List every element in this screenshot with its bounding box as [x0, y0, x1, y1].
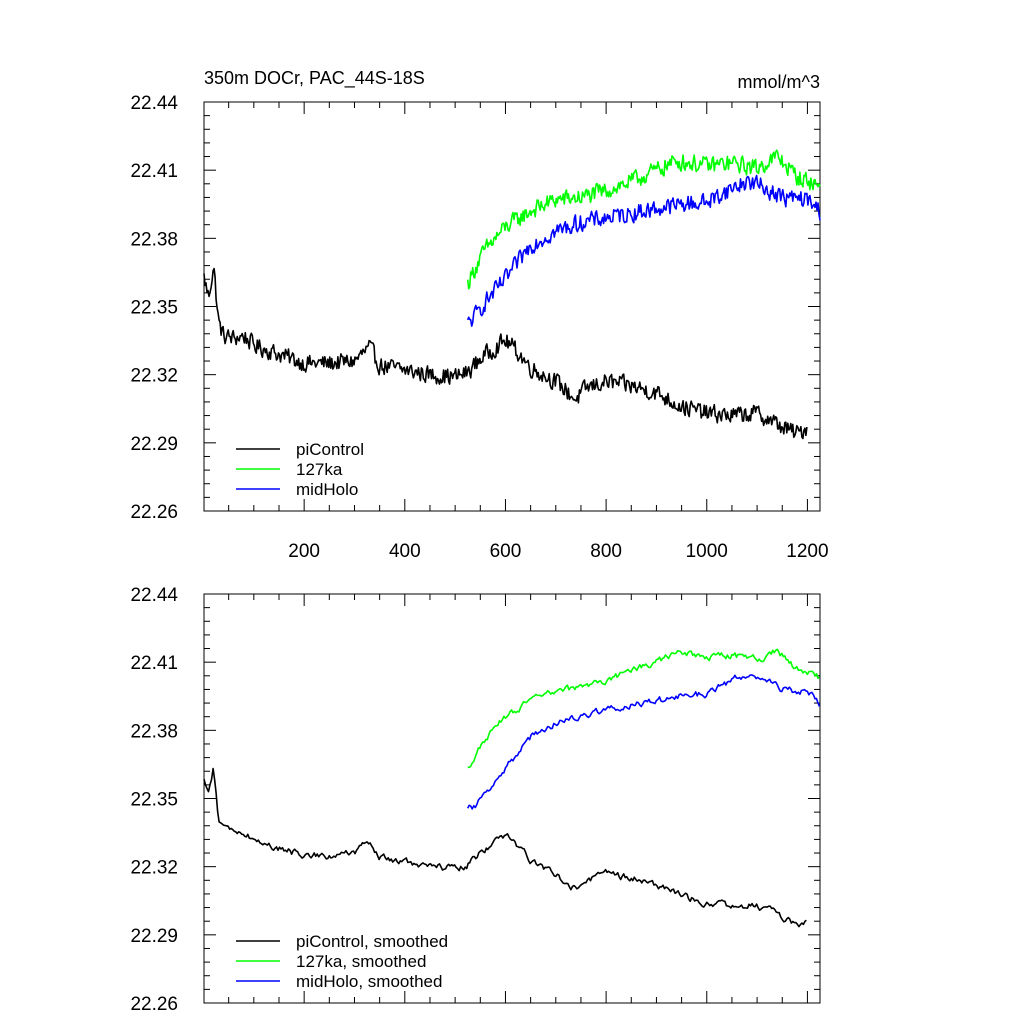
y-tick-label: 22.26	[130, 994, 178, 1015]
units-label: mmol/m^3	[738, 72, 820, 92]
y-tick-label: 22.32	[130, 858, 178, 879]
legend-label: midHolo, smoothed	[296, 972, 442, 991]
y-tick-label: 22.41	[130, 161, 178, 182]
plot-area-top: 22.26 22.29 22.32 22.35 22.38 22.41 22.44 200 40…	[130, 93, 828, 562]
y-tick-label: 22.29	[130, 434, 178, 455]
x-tick-label: 1000	[686, 541, 728, 562]
series-line-midholo-smoothed	[466, 674, 821, 810]
y-tick-label: 22.44	[130, 585, 178, 606]
top-panel: 350m DOCr, PAC_44S-18S mmol/m^3 22.2622.…	[130, 68, 828, 562]
legend-label: 127ka	[296, 460, 343, 479]
panel-title: 350m DOCr, PAC_44S-18S	[204, 68, 425, 89]
y-tick-label: 22.35	[130, 790, 178, 811]
series-line-127ka-smoothed	[467, 648, 820, 769]
legend-label: 127ka, smoothed	[296, 952, 426, 971]
x-tick-label: 1200	[786, 541, 828, 562]
y-tick-label: 22.26	[130, 502, 178, 523]
y-tick-label: 22.35	[130, 298, 178, 319]
x-tick-label: 600	[490, 541, 522, 562]
series-line-midholo	[466, 174, 821, 327]
legend-label: piControl	[296, 440, 364, 459]
y-tick-label: 22.38	[130, 229, 178, 250]
series-line-picontrol	[203, 267, 808, 440]
x-tick-label: 800	[590, 541, 622, 562]
series-line-127ka	[466, 149, 821, 290]
legend-label: midHolo	[296, 480, 358, 499]
x-tick-label: 400	[389, 541, 421, 562]
y-tick-label: 22.29	[130, 926, 178, 947]
legend-label: piControl, smoothed	[296, 932, 448, 951]
y-tick-label: 22.32	[130, 366, 178, 387]
y-tick-label: 22.44	[130, 93, 178, 114]
x-tick-label: 200	[288, 541, 320, 562]
series-line-picontrol-smoothed	[203, 767, 807, 928]
bottom-panel: 22.26 22.29 22.32 22.35 22.38 22.41 22.44 piCon…	[130, 585, 821, 1015]
plot-area-bottom: 22.26 22.29 22.32 22.35 22.38 22.41 22.44 piCon…	[130, 585, 821, 1015]
y-tick-label: 22.38	[130, 721, 178, 742]
y-tick-label: 22.41	[130, 653, 178, 674]
